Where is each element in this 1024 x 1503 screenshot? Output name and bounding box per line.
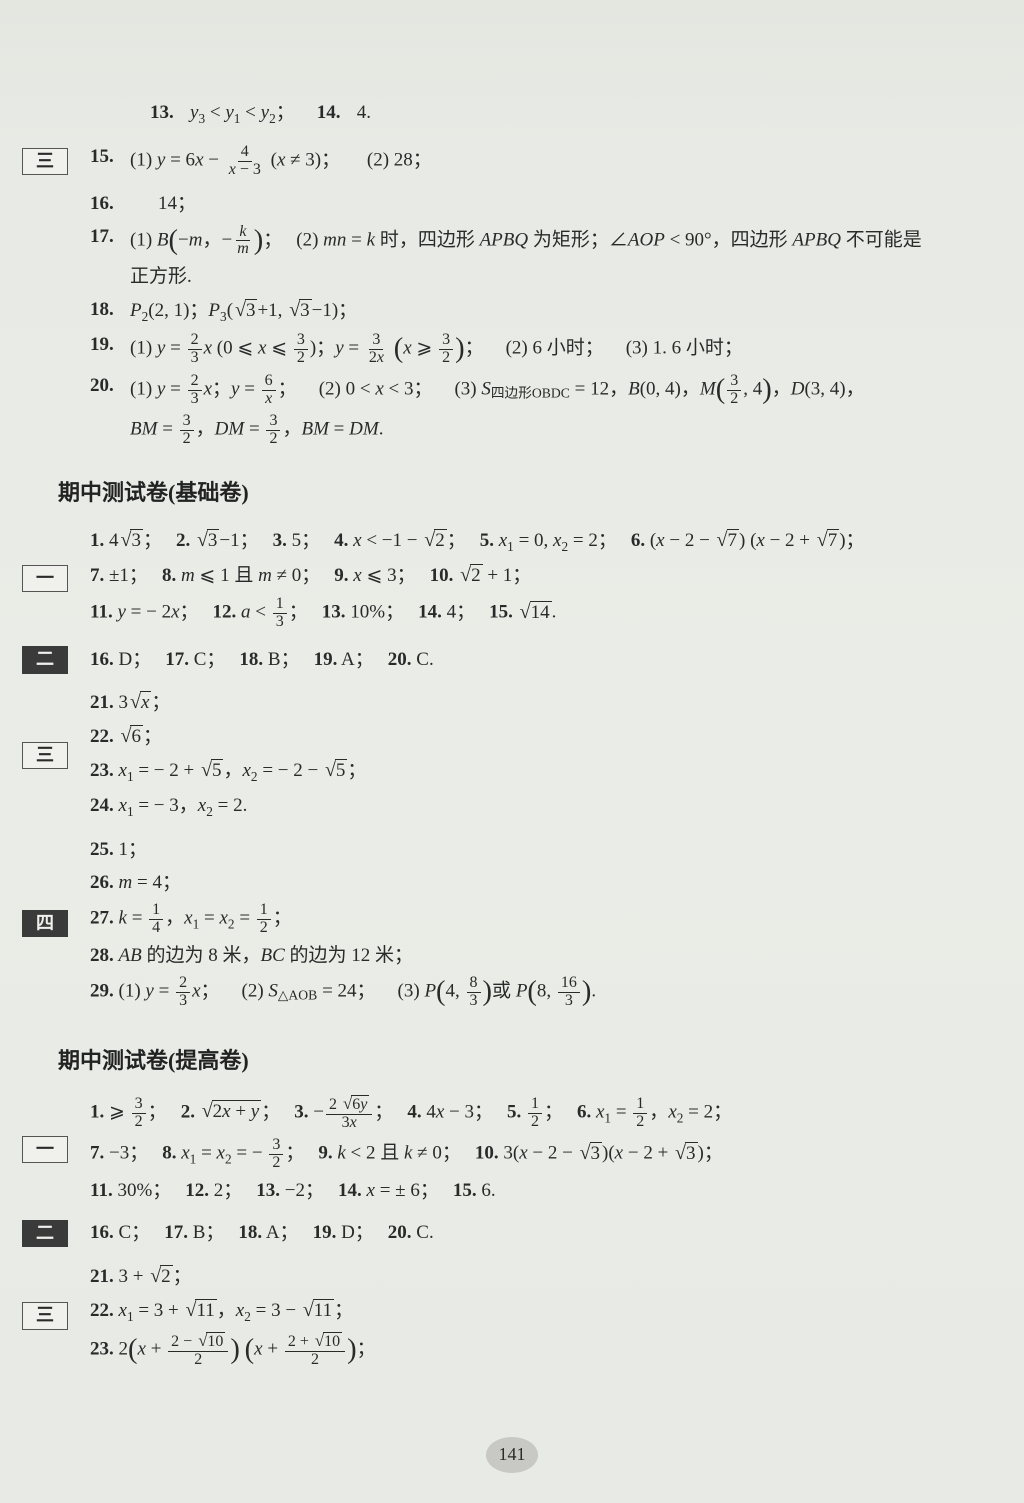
mid-r22: 22. 6；: [90, 723, 994, 751]
mid-row4: 四 25. 1； 26. m = 4； 27. k = 14，x1 = x2 =…: [30, 831, 994, 1016]
ans-20b: BM = 32，DM = 32，BM = DM.: [130, 413, 383, 448]
bot-box1: 一: [22, 1136, 68, 1163]
ans-13: y3 < y1 < y2；: [190, 100, 295, 128]
mid-r29: 29. (1) y = 23x；(2) S△AOB = 24；(3) P(4, …: [90, 975, 994, 1010]
t: (2) 28；: [367, 150, 432, 171]
mid-header: 期中测试卷(基础卷): [58, 478, 994, 509]
t: 22. 6；: [90, 723, 162, 751]
page: 13. y3 < y1 < y2； 14. 4. 三 15. (1) y = 6…: [0, 0, 1024, 1503]
row-17b: 正方形.: [130, 264, 994, 291]
num-19: 19.: [90, 332, 122, 359]
bot-r21: 21. 3 + 2；: [90, 1263, 994, 1291]
bot-r7: 7. −3；8. x1 = x2 = − 32；9. k < 2 且 k ≠ 0…: [90, 1137, 994, 1172]
bot-box3: 三: [22, 1302, 68, 1329]
bot-row1: 一 1. ⩾ 32；2. 2x + y；3. −2 6y3x；4. 4x − 3…: [30, 1089, 994, 1211]
t: 7. ±1；8. m ⩽ 1 且 m ≠ 0；9. x ⩽ 3；10. 2 + …: [90, 562, 531, 590]
mid-box1: 一: [22, 565, 68, 592]
mid-row3: 三 21. 3x； 22. 6； 23. x1 = − 2 + 5，x2 = −…: [30, 683, 994, 827]
t: 16. C；17. B；18. A；19. D；20. C.: [90, 1220, 434, 1247]
num-16: 16.: [90, 191, 122, 218]
section-3-box: 三: [22, 148, 68, 175]
mid-box2: 二: [22, 646, 68, 673]
bot-r23: 23. 2(x + 2 − 102) (x + 2 + 102)；: [90, 1332, 994, 1369]
t: 23. x1 = − 2 + 5，x2 = − 2 − 5；: [90, 757, 366, 786]
row-19: 19. (1) y = 23x (0 ⩽ x ⩽ 32)；y = 32x (x …: [90, 332, 994, 367]
bot-box2: 二: [22, 1220, 68, 1247]
t: 1. ⩾ 32；2. 2x + y；3. −2 6y3x；4. 4x − 3；5…: [90, 1095, 732, 1132]
fn: k: [236, 224, 249, 242]
row-18: 18. P2(2, 1)；P3(3+1, 3−1)；: [90, 297, 994, 326]
num-15: 15.: [90, 144, 122, 171]
mid-r1: 1. 43；2. 3−1；3. 5；4. x < −1 − 2；5. x1 = …: [90, 527, 994, 556]
t: 26. m = 4；: [90, 870, 181, 897]
t: 25. 1；: [90, 837, 147, 864]
ans-19: (1) y = 23x (0 ⩽ x ⩽ 32)；y = 32x (x ⩾ 32…: [130, 332, 743, 367]
t: (x ≠ 3)；: [266, 150, 340, 171]
num-14: 14.: [317, 100, 349, 127]
mid-r7: 7. ±1；8. m ⩽ 1 且 m ≠ 0；9. x ⩽ 3；10. 2 + …: [90, 562, 994, 590]
bot-row3: 三 21. 3 + 2； 22. x1 = 3 + 11，x2 = 3 − 11…: [30, 1257, 994, 1375]
t: 21. 3x；: [90, 689, 170, 717]
num-17: 17.: [90, 224, 122, 251]
row-17: 17. (1) B(−m，−km)；(2) mn = k 时，四边形 APBQ …: [90, 224, 994, 259]
num-18: 18.: [90, 297, 122, 324]
mid-row1: 一 1. 43；2. 3−1；3. 5；4. x < −1 − 2；5. x1 …: [30, 521, 994, 637]
t: 27. k = 14，x1 = x2 = 12；: [90, 902, 292, 937]
ans-15: (1) y = 6x − 4x − 3 (x ≠ 3)； (2) 28；: [130, 144, 432, 179]
mid-r21: 21. 3x；: [90, 689, 994, 717]
ans-20: (1) y = 23x；y = 6x；(2) 0 < x < 3；(3) S四边…: [130, 373, 865, 408]
bot-r16: 16. C；17. B；18. A；19. D；20. C.: [90, 1220, 994, 1247]
num-20: 20.: [90, 373, 122, 400]
mid-r26: 26. m = 4；: [90, 870, 994, 897]
t: 11. 30%；12. 2；13. −2；14. x = ± 6；15. 6.: [90, 1178, 496, 1205]
t: 28. AB 的边为 8 米，BC 的边为 12 米；: [90, 943, 413, 970]
mid-r24: 24. x1 = − 3，x2 = 2.: [90, 793, 994, 821]
row-15: 三 15. (1) y = 6x − 4x − 3 (x ≠ 3)； (2) 2…: [30, 138, 994, 185]
t: 24. x1 = − 3，x2 = 2.: [90, 793, 247, 821]
ans-18: P2(2, 1)；P3(3+1, 3−1)；: [130, 297, 357, 326]
mid-r28: 28. AB 的边为 8 米，BC 的边为 12 米；: [90, 943, 994, 970]
mid-row2: 二 16. D；17. C；18. B；19. A；20. C.: [30, 641, 994, 680]
mid-box3: 三: [22, 742, 68, 769]
bot-row2: 二 16. C；17. B；18. A；19. D；20. C.: [30, 1214, 994, 1253]
t: 16. D；17. C；18. B；19. A；20. C.: [90, 647, 434, 674]
mid-r25: 25. 1；: [90, 837, 994, 864]
num-13: 13.: [150, 100, 182, 127]
t: 23. 2(x + 2 − 102) (x + 2 + 102)；: [90, 1332, 376, 1369]
ans-17: (1) B(−m，−km)；(2) mn = k 时，四边形 APBQ 为矩形；…: [130, 224, 922, 259]
mid-r16: 16. D；17. C；18. B；19. A；20. C.: [90, 647, 994, 674]
t: 21. 3 + 2；: [90, 1263, 192, 1291]
row-13-14: 13. y3 < y1 < y2； 14. 4.: [30, 94, 994, 134]
bot-r22: 22. x1 = 3 + 11，x2 = 3 − 11；: [90, 1297, 994, 1326]
t: 11. y = − 2x；12. a < 13；13. 10%；14. 4；15…: [90, 596, 556, 631]
mid-r11: 11. y = − 2x；12. a < 13；13. 10%；14. 4；15…: [90, 596, 994, 631]
bot-header: 期中测试卷(提高卷): [58, 1046, 994, 1077]
fd: m: [234, 241, 252, 258]
ans-17b: 正方形.: [130, 264, 192, 291]
bot-r1: 1. ⩾ 32；2. 2x + y；3. −2 6y3x；4. 4x − 3；5…: [90, 1095, 994, 1132]
bot-r11: 11. 30%；12. 2；13. −2；14. x = ± 6；15. 6.: [90, 1178, 994, 1205]
fn: 4: [238, 144, 252, 162]
row-20: 20. (1) y = 23x；y = 6x；(2) 0 < x < 3；(3)…: [90, 373, 994, 408]
t: 22. x1 = 3 + 11，x2 = 3 − 11；: [90, 1297, 353, 1326]
mid-box4: 四: [22, 910, 68, 937]
ans-14: 4.: [357, 100, 371, 127]
mid-r23: 23. x1 = − 2 + 5，x2 = − 2 − 5；: [90, 757, 994, 786]
mid-r27: 27. k = 14，x1 = x2 = 12；: [90, 902, 994, 937]
t: 1. 43；2. 3−1；3. 5；4. x < −1 − 2；5. x1 = …: [90, 527, 865, 556]
t: (1): [130, 150, 157, 171]
t: 29. (1) y = 23x；(2) S△AOB = 24；(3) P(4, …: [90, 975, 596, 1010]
page-number: 141: [486, 1437, 538, 1473]
ans-16: 14；: [158, 191, 196, 218]
t: 7. −3；8. x1 = x2 = − 32；9. k < 2 且 k ≠ 0…: [90, 1137, 723, 1172]
row-16: 16. 14；: [90, 191, 994, 218]
row-20b: BM = 32，DM = 32，BM = DM.: [130, 413, 994, 448]
